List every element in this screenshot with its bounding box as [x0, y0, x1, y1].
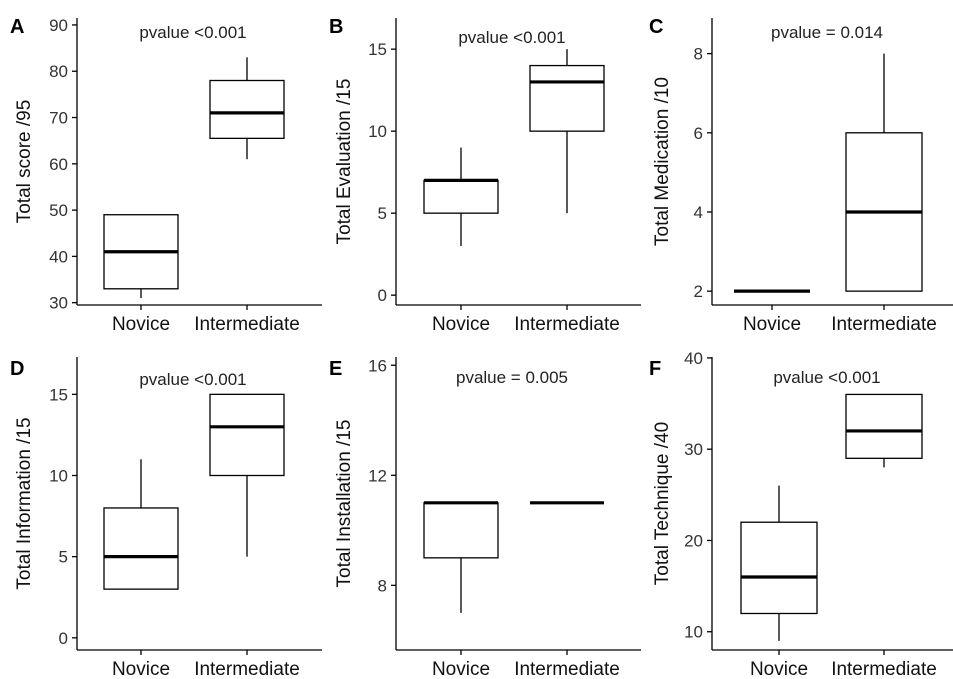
pvalue-annotation-c: pvalue = 0.014 [771, 23, 883, 42]
y-tick-label-f-40: 40 [684, 349, 703, 368]
y-tick-label-a-80: 80 [49, 62, 68, 81]
y-tick-label-a-40: 40 [49, 247, 68, 266]
y-tick-label-c-2: 2 [694, 282, 703, 301]
panel-letter-c: C [649, 16, 663, 38]
y-tick-label-b-0: 0 [378, 286, 387, 305]
pvalue-annotation-d: pvalue <0.001 [139, 370, 246, 389]
y-tick-label-f-10: 10 [684, 623, 703, 642]
panel-letter-e: E [329, 358, 342, 380]
y-tick-label-e-12: 12 [368, 466, 387, 485]
panel-letter-a: A [10, 16, 24, 38]
y-axis-label-b: Total Evaluation /15 [334, 79, 355, 245]
y-tick-label-b-15: 15 [368, 40, 387, 59]
x-tick-label-e-intermediate: Intermediate [514, 659, 620, 679]
y-tick-label-e-16: 16 [368, 356, 387, 375]
y-tick-label-c-6: 6 [694, 124, 703, 143]
box-d-novice [103, 507, 179, 590]
pvalue-annotation-b: pvalue <0.001 [458, 28, 565, 47]
x-tick-label-e-novice: Novice [432, 659, 490, 679]
box-f-intermediate [845, 393, 923, 459]
y-tick-label-c-4: 4 [694, 203, 703, 222]
y-axis-label-f: Total Technique /40 [652, 422, 673, 585]
y-tick-label-a-70: 70 [49, 109, 68, 128]
x-tick-label-f-intermediate: Intermediate [831, 659, 937, 679]
pvalue-annotation-e: pvalue = 0.005 [456, 368, 568, 387]
box-b-novice [423, 179, 499, 214]
x-tick-label-b-novice: Novice [432, 314, 490, 335]
box-b-intermediate [529, 64, 605, 132]
y-axis-label-c: Total Medication /10 [652, 77, 673, 246]
box-f-novice [740, 521, 818, 615]
x-tick-label-f-novice: Novice [750, 659, 808, 679]
panel-letter-f: F [649, 358, 661, 380]
x-tick-label-a-intermediate: Intermediate [194, 314, 300, 335]
y-axis-label-e: Total Installation /15 [334, 420, 355, 588]
y-tick-label-a-60: 60 [49, 155, 68, 174]
y-axis-label-d: Total Information /15 [14, 417, 35, 589]
y-tick-label-f-30: 30 [684, 440, 703, 459]
box-e-novice [423, 502, 499, 559]
box-a-intermediate [209, 79, 285, 140]
y-tick-label-d-15: 15 [49, 385, 68, 404]
x-tick-label-c-intermediate: Intermediate [831, 314, 937, 335]
panel-letter-b: B [329, 16, 343, 38]
y-tick-label-a-30: 30 [49, 294, 68, 313]
x-tick-label-d-intermediate: Intermediate [194, 659, 300, 679]
y-tick-label-d-10: 10 [49, 466, 68, 485]
y-tick-label-f-20: 20 [684, 531, 703, 550]
y-tick-label-a-50: 50 [49, 201, 68, 220]
panel-letter-d: D [10, 358, 24, 380]
y-tick-label-c-8: 8 [694, 45, 703, 64]
y-tick-label-d-0: 0 [59, 629, 68, 648]
y-tick-label-a-90: 90 [49, 16, 68, 35]
x-tick-label-a-novice: Novice [112, 314, 170, 335]
pvalue-annotation-a: pvalue <0.001 [139, 23, 246, 42]
x-tick-label-d-novice: Novice [112, 659, 170, 679]
x-tick-label-c-novice: Novice [743, 314, 801, 335]
y-axis-label-a: Total score /95 [14, 100, 35, 224]
pvalue-annotation-f: pvalue <0.001 [773, 368, 880, 387]
y-tick-label-e-8: 8 [378, 576, 387, 595]
y-tick-label-b-10: 10 [368, 122, 387, 141]
y-tick-label-b-5: 5 [378, 204, 387, 223]
x-tick-label-b-intermediate: Intermediate [514, 314, 620, 335]
y-tick-label-d-5: 5 [59, 548, 68, 567]
box-d-intermediate [209, 393, 285, 477]
